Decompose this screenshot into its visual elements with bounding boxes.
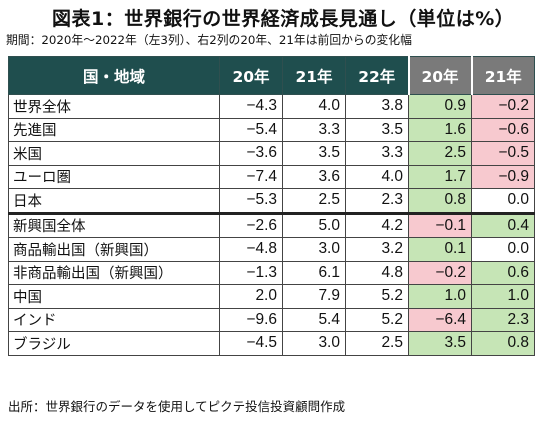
change-2020-cell: 1.7 bbox=[408, 164, 472, 189]
change-2020-cell: 0.9 bbox=[408, 94, 472, 119]
table-row: 世界全体 −4.3 4.0 3.8 0.9 −0.2 bbox=[8, 94, 535, 119]
value-2020-cell: −1.3 bbox=[219, 260, 283, 285]
region-name-cell: 商品輸出国（新興国） bbox=[8, 237, 220, 262]
change-2021-cell: 2.3 bbox=[471, 307, 535, 332]
change-2020-cell: 1.0 bbox=[408, 284, 472, 309]
value-2020-cell: −3.6 bbox=[219, 141, 283, 166]
change-2021-cell: 0.8 bbox=[471, 331, 535, 356]
change-2020-cell: −6.4 bbox=[408, 307, 472, 332]
table-row: ユーロ圏 −7.4 3.6 4.0 1.7 −0.9 bbox=[8, 164, 535, 189]
value-2022-cell: 3.3 bbox=[345, 141, 409, 166]
value-2022-cell: 4.8 bbox=[345, 260, 409, 285]
change-2020-cell: 3.5 bbox=[408, 331, 472, 356]
change-2021-cell: 0.6 bbox=[471, 260, 535, 285]
value-2020-cell: 2.0 bbox=[219, 284, 283, 309]
table-body: 世界全体 −4.3 4.0 3.8 0.9 −0.2 先進国 −5.4 3.3 3.5 1.6 −0.… bbox=[8, 94, 535, 356]
value-2022-cell: 2.5 bbox=[345, 331, 409, 356]
change-2020-cell: 0.1 bbox=[408, 237, 472, 262]
growth-forecast-table: 国・地域 20年 21年 22年 20年 21年 世界全体 −4.3 4.0 3.8 0… bbox=[8, 56, 535, 356]
region-name-cell: 新興国全体 bbox=[8, 211, 220, 238]
value-2021-cell: 3.0 bbox=[282, 237, 346, 262]
table-row: ブラジル −4.5 3.0 2.5 3.5 0.8 bbox=[8, 331, 535, 356]
value-2021-cell: 3.5 bbox=[282, 141, 346, 166]
value-2020-cell: −9.6 bbox=[219, 307, 283, 332]
value-2022-cell: 3.5 bbox=[345, 117, 409, 142]
change-2021-cell: −0.2 bbox=[471, 94, 535, 119]
region-name-cell: インド bbox=[8, 307, 220, 332]
region-name-cell: ユーロ圏 bbox=[8, 164, 220, 189]
value-2021-cell: 4.0 bbox=[282, 94, 346, 119]
change-2020-cell: 1.6 bbox=[408, 117, 472, 142]
change-2020-cell: −0.2 bbox=[408, 260, 472, 285]
header-2021: 21年 bbox=[282, 56, 346, 95]
figure-title: 図表1：世界銀行の世界経済成長見通し（単位は%） bbox=[52, 8, 515, 30]
value-2020-cell: −2.6 bbox=[219, 211, 283, 238]
change-2021-cell: 0.0 bbox=[471, 188, 535, 214]
change-2021-cell: −0.9 bbox=[471, 164, 535, 189]
value-2022-cell: 5.2 bbox=[345, 284, 409, 309]
table-row: 先進国 −5.4 3.3 3.5 1.6 −0.6 bbox=[8, 117, 535, 142]
header-change-2021: 21年 bbox=[470, 56, 535, 95]
value-2021-cell: 3.0 bbox=[282, 331, 346, 356]
region-name-cell: ブラジル bbox=[8, 331, 220, 356]
value-2020-cell: −5.4 bbox=[219, 117, 283, 142]
value-2021-cell: 7.9 bbox=[282, 284, 346, 309]
value-2021-cell: 3.3 bbox=[282, 117, 346, 142]
header-region: 国・地域 bbox=[8, 56, 220, 95]
change-2020-cell: 2.5 bbox=[408, 141, 472, 166]
value-2020-cell: −4.5 bbox=[219, 331, 283, 356]
change-2021-cell: 1.0 bbox=[471, 284, 535, 309]
value-2020-cell: −5.3 bbox=[219, 188, 283, 214]
value-2022-cell: 3.2 bbox=[345, 237, 409, 262]
value-2022-cell: 3.8 bbox=[345, 94, 409, 119]
change-2021-cell: −0.5 bbox=[471, 141, 535, 166]
change-2020-cell: 0.8 bbox=[408, 188, 472, 214]
source-note: 出所：世界銀行のデータを使用してピクテ投信投資顧問作成 bbox=[8, 399, 346, 414]
header-2022: 22年 bbox=[345, 56, 409, 95]
header-row: 国・地域 20年 21年 22年 20年 21年 bbox=[8, 56, 535, 95]
table-row: 日本 −5.3 2.5 2.3 0.8 0.0 bbox=[8, 188, 535, 214]
region-name-cell: 世界全体 bbox=[8, 94, 220, 119]
table-row: 中国 2.0 7.9 5.2 1.0 1.0 bbox=[8, 284, 535, 309]
value-2020-cell: −4.3 bbox=[219, 94, 283, 119]
value-2021-cell: 5.4 bbox=[282, 307, 346, 332]
value-2022-cell: 4.2 bbox=[345, 211, 409, 238]
table-row: 新興国全体 −2.6 5.0 4.2 −0.1 0.4 bbox=[8, 211, 535, 238]
header-2020: 20年 bbox=[219, 56, 283, 95]
region-name-cell: 中国 bbox=[8, 284, 220, 309]
value-2021-cell: 3.6 bbox=[282, 164, 346, 189]
value-2022-cell: 2.3 bbox=[345, 188, 409, 214]
table-row: 非商品輸出国（新興国） −1.3 6.1 4.8 −0.2 0.6 bbox=[8, 260, 535, 285]
value-2022-cell: 4.0 bbox=[345, 164, 409, 189]
change-2021-cell: 0.4 bbox=[471, 211, 535, 238]
figure-subtitle: 期間：2020年～2022年（左3列）、右2列の20年、21年は前回からの変化幅 bbox=[6, 33, 412, 47]
value-2022-cell: 5.2 bbox=[345, 307, 409, 332]
region-name-cell: 先進国 bbox=[8, 117, 220, 142]
value-2021-cell: 6.1 bbox=[282, 260, 346, 285]
table-row: 商品輸出国（新興国） −4.8 3.0 3.2 0.1 0.0 bbox=[8, 237, 535, 262]
change-2020-cell: −0.1 bbox=[408, 211, 472, 238]
table-row: 米国 −3.6 3.5 3.3 2.5 −0.5 bbox=[8, 141, 535, 166]
value-2021-cell: 2.5 bbox=[282, 188, 346, 214]
change-2021-cell: −0.6 bbox=[471, 117, 535, 142]
region-name-cell: 米国 bbox=[8, 141, 220, 166]
region-name-cell: 日本 bbox=[8, 188, 220, 214]
region-name-cell: 非商品輸出国（新興国） bbox=[8, 260, 220, 285]
table-row: インド −9.6 5.4 5.2 −6.4 2.3 bbox=[8, 307, 535, 332]
header-change-2020: 20年 bbox=[407, 56, 472, 95]
value-2021-cell: 5.0 bbox=[282, 211, 346, 238]
value-2020-cell: −4.8 bbox=[219, 237, 283, 262]
value-2020-cell: −7.4 bbox=[219, 164, 283, 189]
change-2021-cell: 0.0 bbox=[471, 237, 535, 262]
